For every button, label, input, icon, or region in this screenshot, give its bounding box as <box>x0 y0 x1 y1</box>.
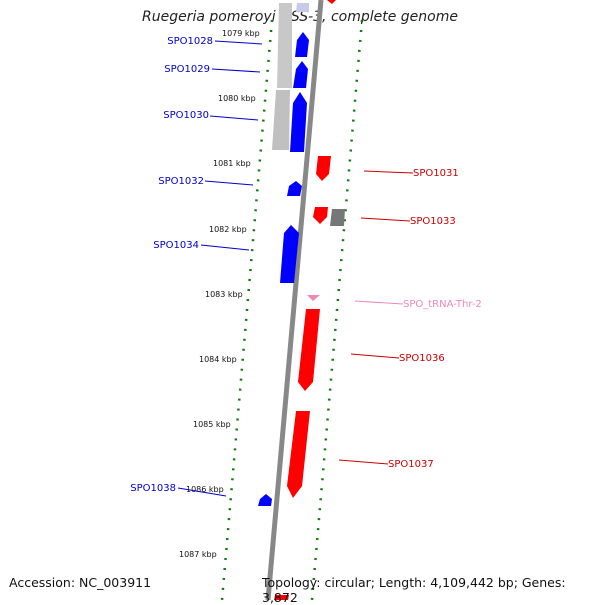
ruler-label: 1086 kbp <box>186 485 224 494</box>
ruler-label: 1085 kbp <box>193 420 231 429</box>
gene-label-spo1034[interactable]: SPO1034 <box>153 240 199 251</box>
gene-label-spo1030[interactable]: SPO1030 <box>163 110 209 121</box>
forward-genes <box>258 32 309 506</box>
gene-arrow-spo1032[interactable] <box>287 181 302 196</box>
leader-lines-reverse <box>338 170 414 465</box>
gene-arrow-bottom-partial[interactable] <box>274 595 289 600</box>
topology-text: Topology: circular; Length: 4,109,442 bp… <box>262 575 566 605</box>
gene-arrow-spo1031[interactable] <box>316 156 331 181</box>
gene-arrow-spo1037[interactable] <box>287 411 310 498</box>
gene-arrow-spo1028[interactable] <box>295 32 309 57</box>
gene-label-spo1033[interactable]: SPO1033 <box>410 216 456 227</box>
gene-label-spo1038[interactable]: SPO1038 <box>130 483 176 494</box>
leader-lines-forward <box>177 40 263 497</box>
gene-arrow-spo1038[interactable] <box>258 494 272 506</box>
gene-label-spo1028[interactable]: SPO1028 <box>167 36 213 47</box>
ruler-dots <box>220 19 364 600</box>
forward-gene-labels: SPO1028 SPO1029 SPO1030 SPO1032 SPO1034 … <box>130 36 213 494</box>
ruler-labels: 1079 kbp 1080 kbp 1081 kbp 1082 kbp 1083… <box>179 29 260 559</box>
gene-label-spo1036[interactable]: SPO1036 <box>399 353 445 364</box>
gene-arrow-spo1033[interactable] <box>313 207 328 224</box>
gene-arrow-spo1029[interactable] <box>293 61 308 88</box>
genome-backbone <box>265 0 324 600</box>
gene-arrow-trna-thr-2[interactable] <box>307 295 320 301</box>
ruler-label: 1081 kbp <box>213 159 251 168</box>
ruler-label: 1084 kbp <box>199 355 237 364</box>
gene-arrow-spo1030[interactable] <box>290 92 307 152</box>
ruler-label: 1080 kbp <box>218 94 256 103</box>
gene-label-spo1032[interactable]: SPO1032 <box>158 176 204 187</box>
gene-label-spo1029[interactable]: SPO1029 <box>164 64 210 75</box>
ruler-label: 1079 kbp <box>222 29 260 38</box>
gene-arrow-spo1036[interactable] <box>298 309 320 391</box>
gene-label-spo1037[interactable]: SPO1037 <box>388 459 434 470</box>
gene-label-trna-thr-2[interactable]: SPO_tRNA-Thr-2 <box>403 299 482 310</box>
ruler-label: 1082 kbp <box>209 225 247 234</box>
gene-label-spo1031[interactable]: SPO1031 <box>413 168 459 179</box>
accession-text: Accession: NC_003911 <box>9 575 152 590</box>
content-bars <box>272 3 345 226</box>
genome-title: Ruegeria pomeroyi DSS-3, complete genome <box>142 9 458 25</box>
ruler-label: 1083 kbp <box>205 290 243 299</box>
gene-arrow-top-partial[interactable] <box>327 0 336 4</box>
reverse-genes <box>274 0 336 600</box>
ruler-label: 1087 kbp <box>179 550 217 559</box>
leader-line-trna <box>354 300 404 305</box>
reverse-gene-labels: SPO1031 SPO1033 SPO_tRNA-Thr-2 SPO1036 S… <box>388 168 482 470</box>
gene-arrow-spo1034[interactable] <box>280 225 299 283</box>
